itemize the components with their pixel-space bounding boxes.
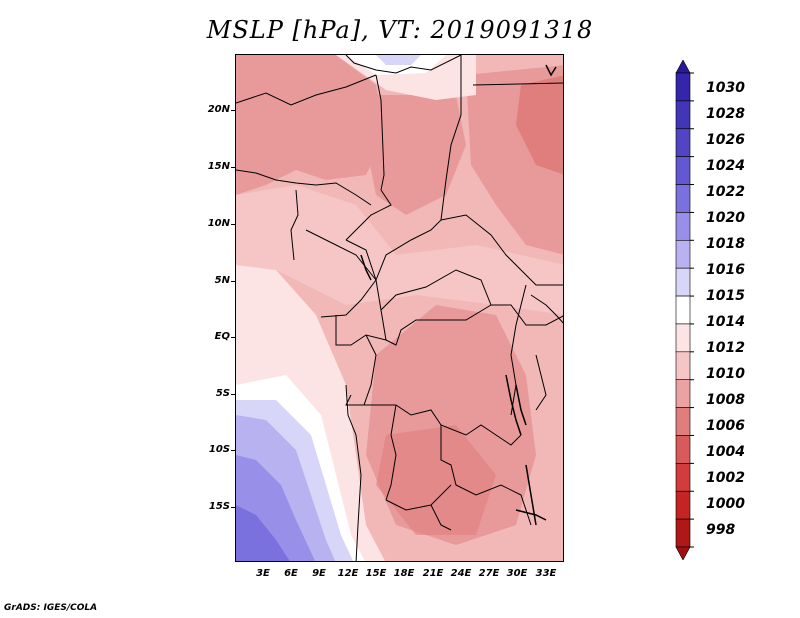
colorbar-label-1002: 1002 — [706, 470, 745, 486]
lat-tick — [231, 450, 235, 451]
lon-label-15e: 15E — [365, 568, 387, 579]
colorbar-label-1026: 1026 — [706, 132, 745, 148]
lat-label-5n: 5N — [214, 275, 230, 286]
lat-tick — [231, 394, 235, 395]
lat-tick — [231, 224, 235, 225]
lat-label-15n: 15N — [207, 161, 230, 172]
colorbar-segment — [675, 435, 691, 464]
lat-label-5s: 5S — [215, 388, 230, 399]
lon-label-12e: 12E — [337, 568, 359, 579]
lat-tick — [231, 167, 235, 168]
colorbar-segment — [675, 184, 691, 213]
lat-label-10s: 10S — [208, 444, 230, 455]
colorbar-label-1008: 1008 — [706, 392, 745, 408]
colorbar-segment — [675, 518, 691, 548]
lat-label-20n: 20N — [207, 104, 230, 115]
lon-label-33e: 33E — [535, 568, 557, 579]
low-1008-northwest — [236, 55, 386, 195]
colorbar-segment — [675, 128, 691, 157]
colorbar-label-1024: 1024 — [706, 158, 745, 174]
ocean-1020 — [236, 505, 290, 561]
colorbar-segments — [675, 60, 691, 560]
map-panel — [235, 54, 564, 562]
lat-label-10n: 10N — [207, 218, 230, 229]
colorbar-segment — [675, 351, 691, 381]
colorbar-segment — [675, 546, 691, 560]
colorbar-label-1020: 1020 — [706, 210, 745, 226]
lon-label-6e: 6E — [284, 568, 298, 579]
colorbar-segment — [675, 156, 691, 185]
colorbar-label-1022: 1022 — [706, 184, 745, 200]
colorbar-label-1016: 1016 — [706, 262, 745, 278]
lat-label-15s: 15S — [208, 501, 230, 512]
colorbar — [675, 60, 694, 560]
low-1008-angola — [376, 425, 496, 535]
colorbar-label-1006: 1006 — [706, 418, 745, 434]
country-borders — [236, 55, 563, 561]
colorbar-segment — [675, 267, 691, 297]
colorbar-label-1010: 1010 — [706, 366, 745, 382]
lake-outlines — [360, 64, 557, 526]
lon-label-27e: 27E — [478, 568, 500, 579]
colorbar-label-1028: 1028 — [706, 106, 745, 122]
footer-credit: GrADS: IGES/COLA — [4, 603, 98, 613]
colorbar-ticks — [690, 72, 694, 548]
colorbar-segment — [675, 72, 691, 102]
colorbar-segment — [675, 463, 691, 492]
colorbar-segment — [675, 490, 691, 520]
lon-label-24e: 24E — [450, 568, 472, 579]
lat-tick — [231, 110, 235, 111]
chart-title: MSLP [hPa], VT: 2019091318 — [206, 16, 594, 44]
colorbar-label-1018: 1018 — [706, 236, 745, 252]
colorbar-segment — [675, 323, 691, 353]
lon-label-18e: 18E — [393, 568, 415, 579]
colorbar-segment — [675, 379, 691, 408]
lat-tick — [231, 281, 235, 282]
lon-label-30e: 30E — [506, 568, 528, 579]
lat-label-eq: EQ — [214, 331, 230, 342]
colorbar-segment — [675, 100, 691, 130]
lon-label-3e: 3E — [256, 568, 270, 579]
colorbar-label-1000: 1000 — [706, 496, 745, 512]
lon-label-21e: 21E — [422, 568, 444, 579]
colorbar-segment — [675, 407, 691, 436]
colorbar-label-998: 998 — [706, 522, 736, 538]
colorbar-segment — [675, 295, 691, 325]
pressure-map — [236, 55, 563, 561]
lon-label-9e: 9E — [312, 568, 326, 579]
colorbar-label-1004: 1004 — [706, 444, 745, 460]
colorbar-label-1014: 1014 — [706, 314, 745, 330]
colorbar-label-1015: 1015 — [706, 288, 745, 304]
colorbar-label-1012: 1012 — [706, 340, 745, 356]
high-1015-north — [376, 55, 421, 65]
colorbar-segment — [675, 239, 691, 269]
colorbar-label-1030: 1030 — [706, 80, 745, 96]
low-1008-north-center — [366, 95, 466, 215]
band-1010-central — [236, 185, 563, 315]
colorbar-segment — [675, 212, 691, 241]
lat-tick — [231, 507, 235, 508]
low-1006-northeast — [516, 75, 563, 175]
lat-tick — [231, 337, 235, 338]
colorbar-segment — [675, 60, 691, 74]
